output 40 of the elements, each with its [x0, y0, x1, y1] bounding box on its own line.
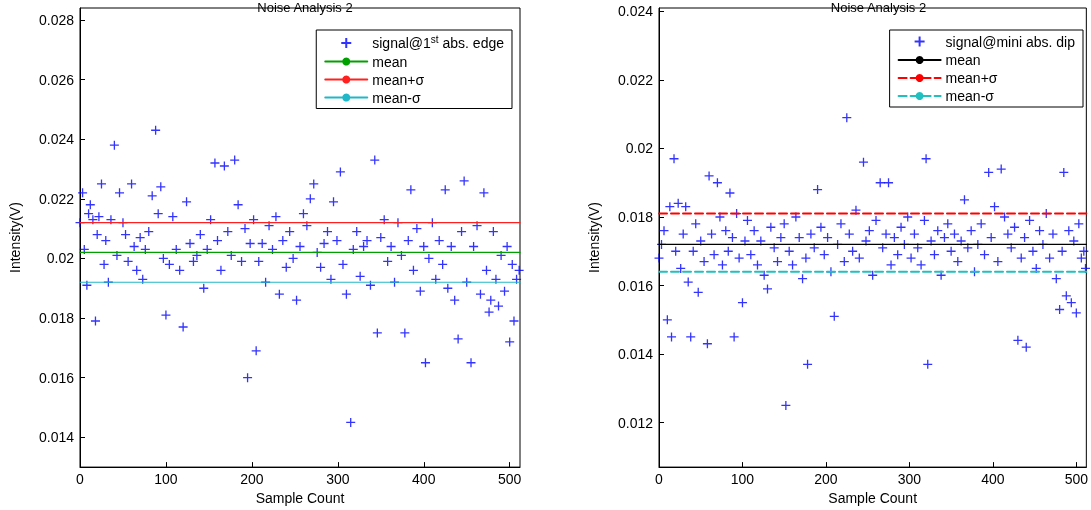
- y-tick-label: 0.018: [617, 208, 654, 225]
- x-tick-label: 500: [498, 471, 522, 488]
- legend-label: mean+σ: [372, 71, 425, 88]
- x-tick-label: 100: [730, 471, 755, 488]
- x-tick-label: 100: [154, 471, 178, 488]
- x-axis-title: Sample Count: [828, 490, 918, 506]
- y-tick-label: 0.024: [38, 131, 75, 148]
- legend-label: mean-σ: [945, 88, 995, 104]
- x-tick-label: 300: [897, 471, 922, 488]
- x-tick-label: 0: [76, 471, 85, 488]
- y-tick-label: 0.024: [617, 3, 654, 20]
- x-tick-label: 200: [814, 471, 838, 488]
- legend-label: mean+σ: [945, 70, 998, 86]
- legend-label: mean: [945, 52, 981, 68]
- y-tick-label: 0.028: [38, 11, 75, 28]
- x-tick-label: 400: [412, 471, 436, 488]
- x-tick-label: 400: [981, 471, 1005, 488]
- legend-label: mean-σ: [372, 89, 421, 106]
- x-tick-label: 500: [1064, 471, 1089, 488]
- x-tick-label: 0: [655, 471, 664, 488]
- x-axis-title: Sample Count: [255, 490, 345, 506]
- y-axis-title: Intensity(V): [586, 202, 602, 273]
- y-tick-label: 0.016: [38, 369, 75, 386]
- y-tick-label: 0.014: [38, 429, 75, 446]
- legend-label: mean: [372, 53, 408, 70]
- legend-label: signal@mini abs. dip: [945, 33, 1076, 50]
- y-tick-label: 0.018: [38, 310, 75, 327]
- y-tick-label: 0.022: [617, 71, 654, 88]
- y-axis-title: Intensity(V): [7, 202, 23, 273]
- chart-title: Noise Analysis 2: [830, 0, 927, 15]
- y-tick-label: 0.014: [617, 346, 654, 363]
- y-tick-label: 0.02: [625, 140, 654, 157]
- y-tick-label: 0.026: [38, 71, 75, 88]
- y-tick-label: 0.016: [617, 277, 654, 294]
- x-tick-label: 200: [240, 471, 264, 488]
- y-tick-label: 0.012: [617, 414, 654, 431]
- chart-title: Noise Analysis 2: [257, 0, 353, 15]
- y-tick-label: 0.02: [46, 250, 75, 267]
- x-tick-label: 300: [326, 471, 350, 488]
- y-tick-label: 0.022: [38, 190, 75, 207]
